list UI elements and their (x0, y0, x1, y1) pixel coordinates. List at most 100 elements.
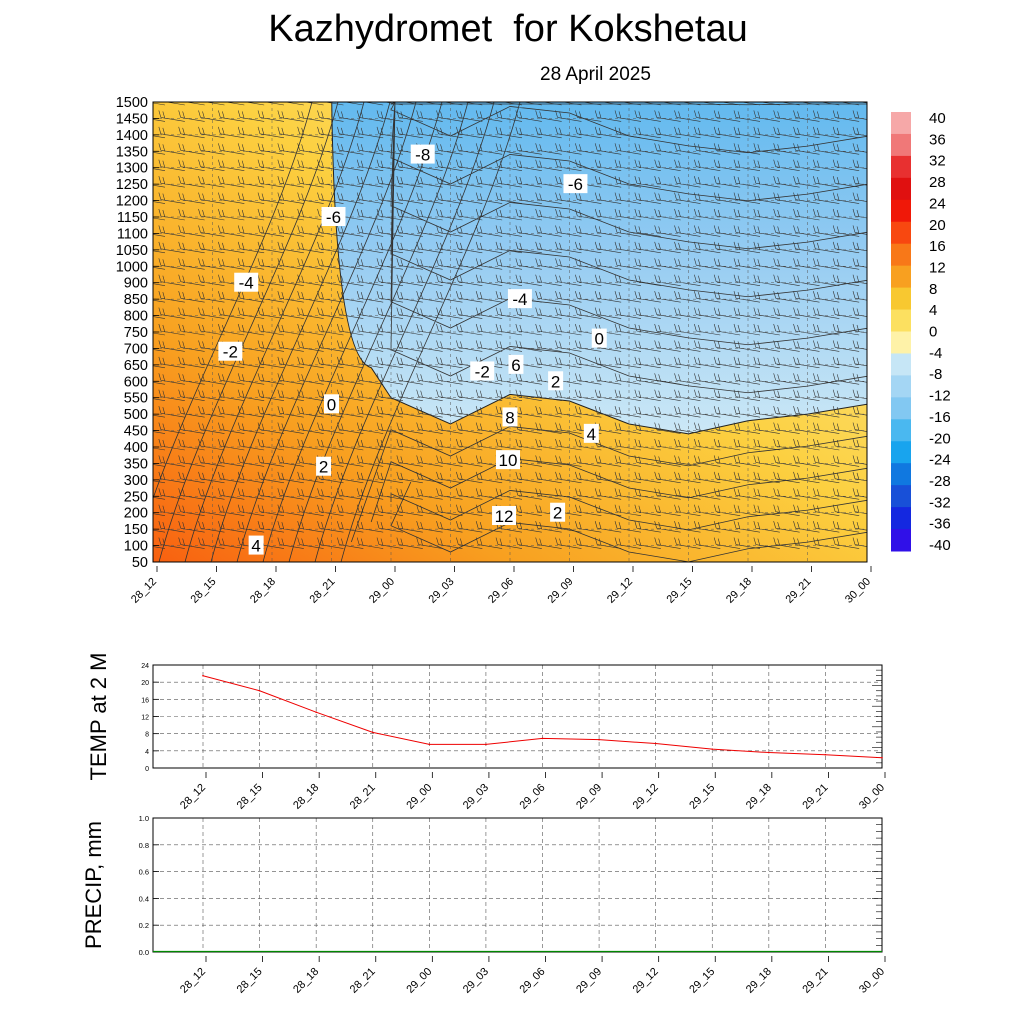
contour-label-bg (508, 354, 524, 374)
colorbar-bin (891, 540, 911, 552)
y-tick-label: 200 (124, 506, 148, 522)
contour-label: -4 (234, 272, 259, 293)
x-tick-label: 28_18 (291, 966, 321, 996)
y-tick-label: 4 (145, 749, 149, 756)
colorbar-bin (891, 463, 911, 475)
grid-lines (153, 102, 867, 562)
y-tick-label: 750 (124, 325, 148, 341)
x-tick-label: 29_21 (800, 966, 830, 996)
contour-label: 8 (502, 407, 518, 427)
colorbar-bin (891, 485, 911, 497)
colorbar-bin (891, 122, 911, 135)
temp-point (541, 737, 544, 740)
y-tick-label: 16 (141, 697, 149, 704)
colorbar-label: 12 (929, 259, 946, 276)
y-tick-label: 1300 (116, 161, 148, 177)
y-tick-label: 450 (124, 424, 148, 440)
colorbar-label: 4 (929, 302, 937, 319)
y-tick-label: 1000 (116, 259, 148, 275)
x-tick-label: 29_06 (486, 576, 516, 606)
contour-label-text: 4 (587, 425, 596, 444)
colorbar-bin (891, 375, 911, 387)
contour-label-bg (502, 407, 518, 427)
contour-label-text: -4 (239, 274, 254, 293)
x-tick-label: 29_06 (518, 782, 548, 812)
x-tick-label: 29_03 (427, 576, 457, 606)
colorbar-bin (891, 430, 911, 442)
contour-label: -6 (321, 207, 346, 227)
contour-label-text: 10 (499, 451, 518, 470)
colorbar-bin (891, 419, 911, 431)
x-tick-label: 28_12 (178, 782, 208, 812)
colorbar-bin (891, 496, 911, 508)
colorbar-bin (891, 210, 911, 223)
colorbar-bin (891, 518, 911, 530)
contour-label-text: 4 (251, 537, 260, 556)
y-tick-label: 650 (124, 358, 148, 374)
colorbar-bin (891, 199, 911, 212)
y-tick-label: 1150 (117, 210, 148, 226)
contour-label-bg (492, 506, 517, 525)
x-tick-label: 29_12 (605, 576, 635, 606)
contour-label: -2 (470, 361, 495, 381)
y-tick-label: 300 (124, 473, 148, 489)
y-tick-label: 700 (124, 341, 148, 357)
x-tick-label: 29_06 (518, 966, 548, 996)
contour-label-bg (583, 423, 599, 443)
colorbar-label: 32 (929, 153, 946, 170)
contour-label: -4 (507, 289, 532, 309)
y-tick-label: 150 (124, 522, 148, 538)
colorbar-label: -24 (929, 452, 951, 469)
colorbar-label: 24 (929, 195, 946, 212)
x-tick-label: 29_15 (665, 576, 695, 606)
x-tick-label: 28_18 (291, 782, 321, 812)
x-tick-label: 28_12 (178, 966, 208, 996)
precip-panel: 0.0 0.2 0.4 0.6 0.8 1.0 28_12 28_15 28_18 28_21 29… (81, 814, 887, 996)
y-tick-label: 0.2 (139, 921, 149, 930)
y-tick-label: 500 (124, 407, 148, 423)
contour-label-bg (234, 272, 259, 292)
colorbar-bin (891, 133, 911, 146)
y-tick-label: 1050 (116, 243, 148, 259)
contour-label-text: -6 (568, 175, 583, 194)
colorbar-bin (891, 276, 911, 289)
temp-point (371, 731, 374, 734)
contour-label-bg (507, 289, 532, 309)
x-tick-label: 29_03 (461, 782, 491, 812)
colorbar-label: -4 (929, 345, 942, 362)
contour-label-bg (548, 371, 564, 391)
contour-label-bg (218, 341, 243, 361)
plot-frame (152, 817, 883, 953)
contour-label: -8 (410, 144, 435, 165)
colorbar-label: -28 (929, 473, 951, 490)
contour-label: -6 (563, 174, 588, 194)
page-subtitle: 28 April 2025 (540, 64, 651, 85)
y-tick-label: 600 (124, 374, 148, 390)
colorbar-label: -16 (929, 409, 951, 426)
contour-label-text: 2 (553, 504, 562, 523)
contour-label-text: -8 (415, 146, 430, 165)
page-title: Kazhydromet for Kokshetau (268, 8, 748, 50)
temp-point (768, 751, 770, 754)
colorbar-bin (891, 177, 911, 190)
x-tick-label: 29_12 (631, 966, 661, 996)
y-tick-label: 1.0 (139, 814, 149, 823)
temp-point (202, 674, 204, 677)
x-tick-label: 30_00 (857, 782, 887, 812)
temp-point (315, 711, 317, 714)
colorbar-bin (891, 309, 911, 322)
colorbar-label: 20 (929, 217, 946, 234)
y-tick-label: 1100 (117, 226, 148, 242)
x-tick-label: 29_03 (461, 966, 491, 996)
colorbar-bin (891, 452, 911, 464)
contour-label-text: -2 (223, 343, 238, 362)
x-axis-ticks: 28_12 28_15 28_18 28_21 29_00 29_03 29_06 29_09… (129, 566, 873, 606)
plot-frame (152, 664, 883, 769)
x-tick-label: 29_18 (744, 966, 774, 996)
contour-label-bg (563, 174, 588, 194)
height-time-section: 5010015020025030035040045050055060065070… (116, 95, 873, 606)
x-tick-label: 28_15 (189, 576, 219, 606)
contour-label-bg (248, 535, 264, 555)
colorbar-label: 8 (929, 281, 937, 298)
x-tick-label: 29_21 (784, 576, 814, 606)
